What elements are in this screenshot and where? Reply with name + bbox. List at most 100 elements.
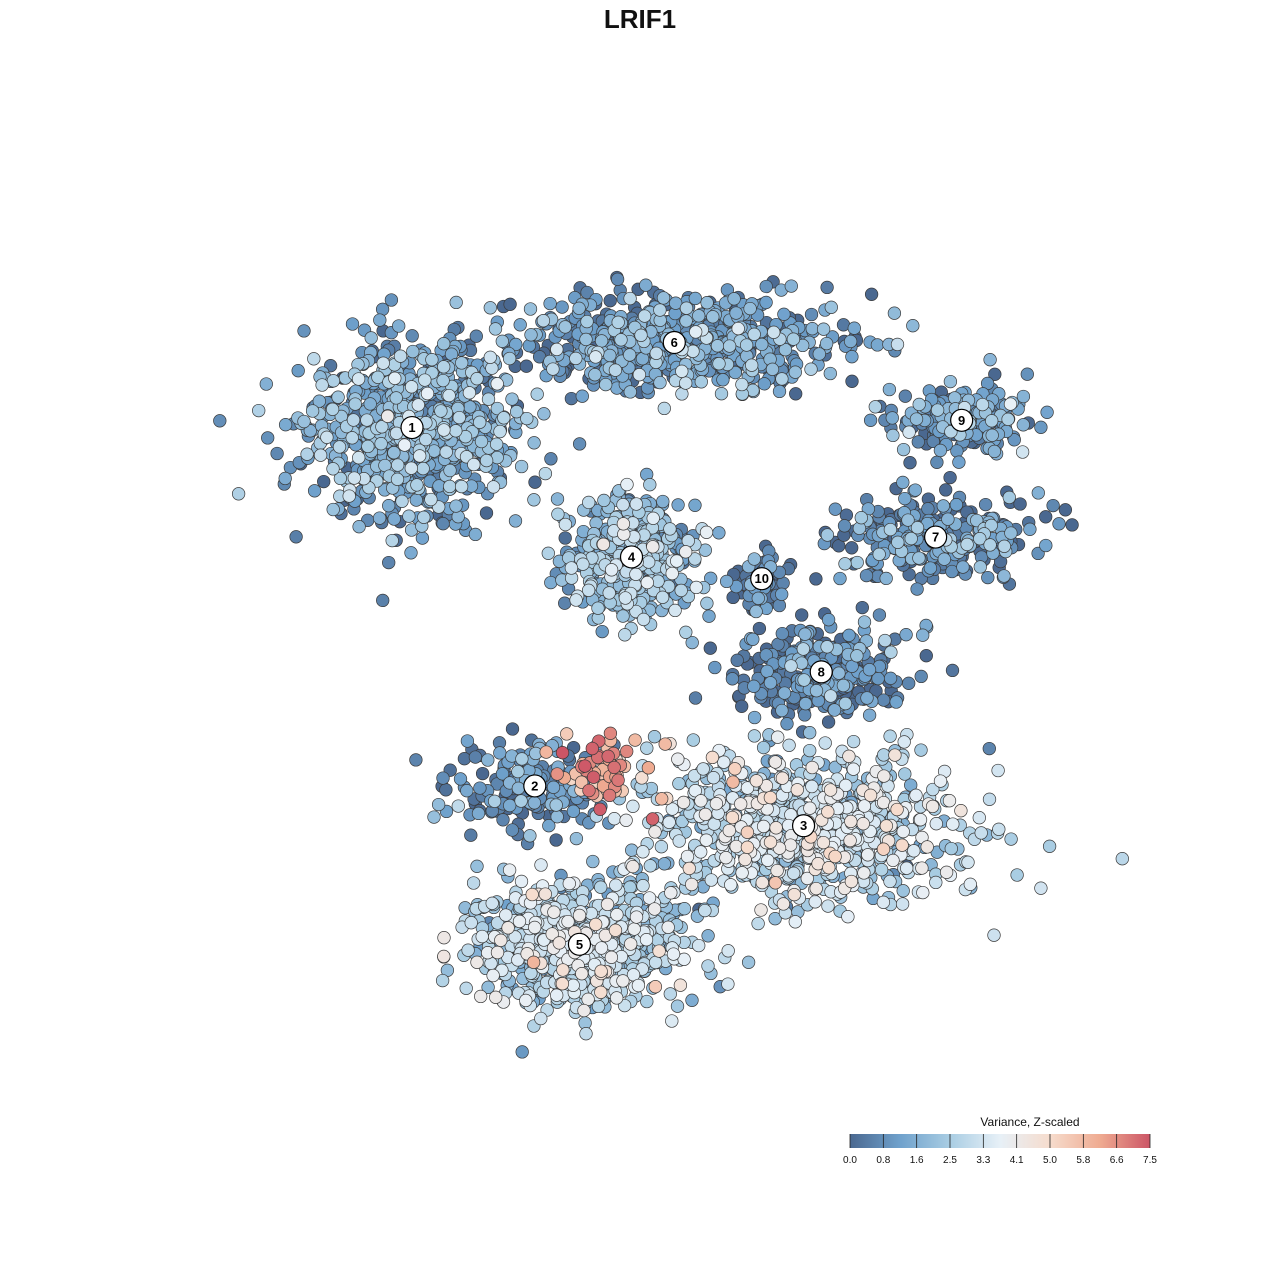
- data-point: [784, 279, 798, 293]
- colorbar-tick-label: 2.5: [943, 1155, 957, 1166]
- data-point: [804, 307, 819, 322]
- data-point: [342, 489, 356, 503]
- data-point: [887, 306, 902, 320]
- data-point: [845, 350, 859, 364]
- data-point: [913, 813, 928, 827]
- data-point: [509, 337, 523, 352]
- data-point: [574, 775, 589, 789]
- data-point: [725, 672, 740, 686]
- data-point: [594, 880, 608, 894]
- data-point: [821, 805, 835, 819]
- data-point: [345, 317, 360, 331]
- data-point: [879, 819, 894, 833]
- data-point: [970, 513, 984, 528]
- data-point: [452, 410, 466, 425]
- data-point: [896, 884, 910, 898]
- data-point: [902, 425, 916, 439]
- data-point: [944, 841, 958, 856]
- data-point: [427, 810, 441, 824]
- data-point: [877, 748, 891, 762]
- data-point: [838, 557, 852, 571]
- cluster-label-circle: [619, 545, 644, 569]
- data-point: [489, 437, 504, 451]
- data-point: [443, 479, 457, 494]
- data-point: [627, 922, 641, 936]
- data-point: [688, 291, 702, 306]
- data-point: [704, 873, 718, 887]
- cluster-label-circle: [924, 525, 948, 549]
- data-point: [502, 863, 517, 877]
- cluster-label-text: 1: [408, 420, 415, 435]
- data-point: [618, 628, 632, 642]
- data-point: [1023, 522, 1037, 536]
- data-point: [1004, 832, 1018, 846]
- data-point: [872, 547, 886, 561]
- data-point: [710, 339, 725, 353]
- data-point: [372, 511, 387, 525]
- data-point: [812, 347, 826, 361]
- data-point: [544, 575, 558, 590]
- data-point: [522, 339, 536, 353]
- data-point: [502, 351, 517, 366]
- data-point: [542, 819, 556, 833]
- colorbar-tick-label: 3.3: [976, 1155, 990, 1166]
- data-point: [997, 569, 1011, 583]
- data-point: [775, 626, 789, 641]
- data-point: [566, 804, 581, 818]
- data-point: [787, 866, 801, 880]
- data-point: [511, 764, 525, 779]
- data-point: [387, 512, 401, 526]
- data-point: [471, 806, 486, 821]
- data-point: [611, 773, 625, 787]
- data-point: [511, 781, 526, 795]
- data-point: [404, 546, 418, 560]
- data-point: [397, 438, 412, 452]
- data-point: [623, 348, 637, 362]
- data-point: [1065, 518, 1079, 532]
- data-point: [763, 835, 778, 849]
- data-point: [417, 510, 431, 524]
- colorbar-tick-label: 1.6: [910, 1155, 924, 1166]
- data-point: [666, 947, 681, 961]
- data-point: [842, 749, 856, 763]
- data-point: [475, 929, 489, 944]
- data-point: [827, 703, 842, 717]
- data-point: [662, 815, 676, 829]
- data-point: [805, 760, 819, 775]
- cluster-label-text: 3: [800, 818, 807, 833]
- data-point: [933, 443, 948, 458]
- cluster-label: 3: [791, 814, 816, 838]
- data-point: [896, 824, 910, 839]
- data-point: [942, 794, 957, 808]
- data-point: [734, 797, 748, 811]
- cluster-label: 1: [400, 415, 424, 440]
- data-point: [523, 302, 538, 316]
- data-point: [347, 471, 361, 485]
- data-point: [823, 366, 837, 381]
- cluster-label-circle: [750, 567, 774, 591]
- colorbar-tick-label: 0.0: [843, 1155, 857, 1166]
- data-point: [525, 887, 539, 902]
- data-point: [389, 391, 403, 405]
- data-point: [909, 788, 923, 802]
- data-point: [679, 301, 694, 315]
- data-point: [603, 726, 618, 740]
- data-point: [648, 825, 662, 839]
- data-point: [907, 844, 921, 858]
- data-point: [1039, 510, 1053, 524]
- data-point: [788, 365, 802, 379]
- data-point: [891, 535, 905, 549]
- data-point: [915, 861, 929, 875]
- data-point: [642, 891, 657, 905]
- data-point: [601, 749, 615, 763]
- data-point: [821, 613, 836, 627]
- data-point: [1052, 517, 1066, 531]
- data-point: [607, 760, 621, 775]
- data-point: [479, 453, 494, 468]
- data-point: [628, 733, 642, 747]
- data-point: [694, 375, 708, 389]
- data-point: [333, 471, 348, 486]
- data-point: [467, 457, 481, 472]
- data-point: [899, 628, 913, 642]
- data-point: [468, 750, 483, 764]
